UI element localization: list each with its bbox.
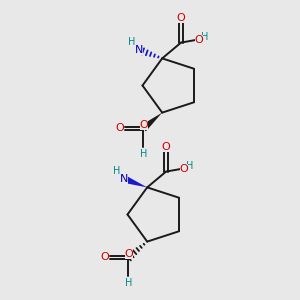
- Text: H: H: [113, 167, 121, 176]
- Text: O: O: [180, 164, 188, 174]
- Polygon shape: [123, 175, 147, 188]
- Text: O: O: [195, 35, 203, 45]
- Text: O: O: [124, 249, 133, 260]
- Text: O: O: [162, 142, 170, 152]
- Text: O: O: [116, 123, 124, 134]
- Text: N: N: [120, 174, 128, 184]
- Text: H: H: [125, 278, 132, 288]
- Text: N: N: [135, 45, 143, 55]
- Text: O: O: [100, 252, 109, 262]
- Text: H: H: [201, 32, 209, 42]
- Text: O: O: [140, 120, 148, 130]
- Text: H: H: [186, 161, 194, 171]
- Text: H: H: [140, 148, 147, 159]
- Text: H: H: [128, 38, 136, 47]
- Text: O: O: [177, 13, 185, 23]
- Polygon shape: [141, 112, 162, 131]
